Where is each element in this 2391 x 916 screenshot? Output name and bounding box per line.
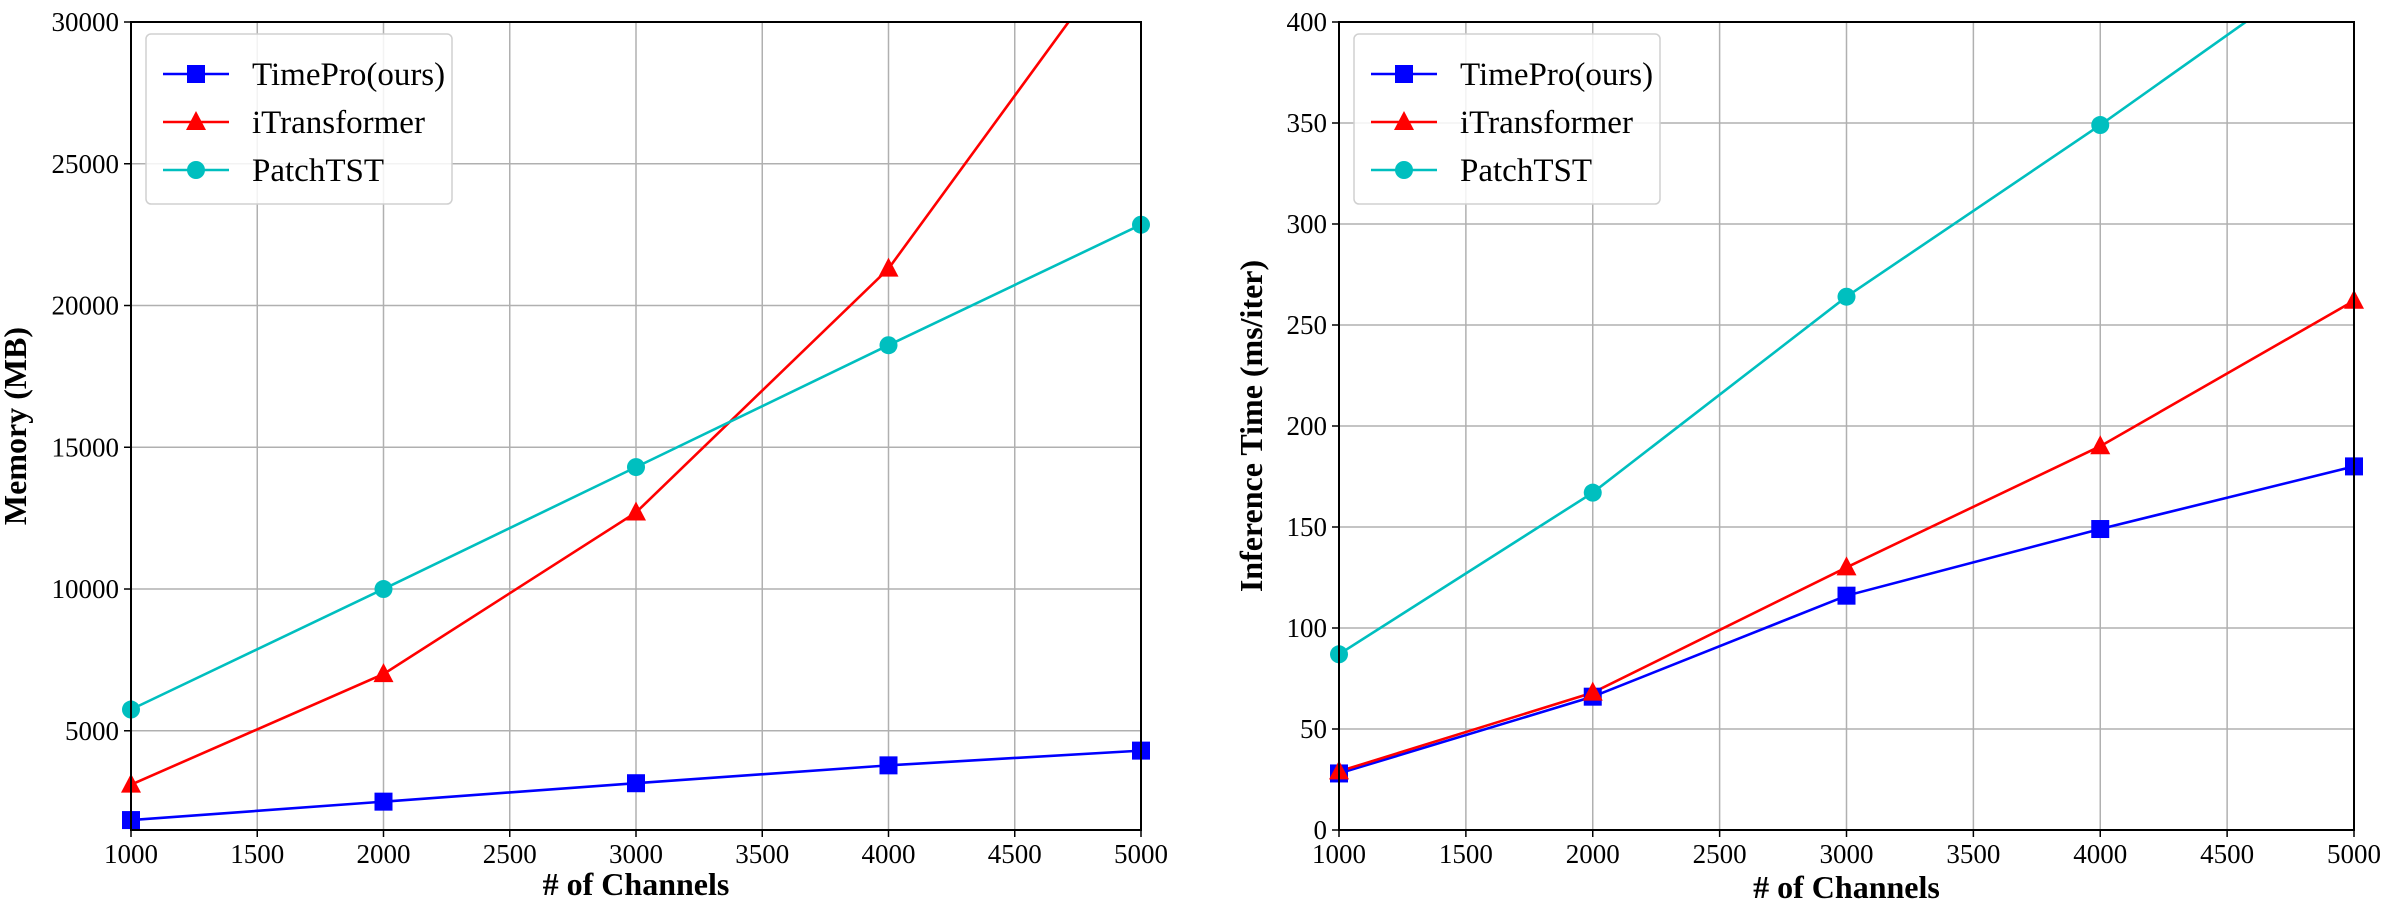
legend-label: iTransformer (1460, 105, 1633, 141)
y-tick-label: 300 (1287, 209, 1328, 239)
y-axis-label: Memory (MB) (0, 327, 33, 525)
data-point-3-3 (1837, 287, 1856, 306)
x-tick-label: 2000 (1566, 839, 1620, 869)
legend: TimePro(ours) iTransformer PatchTST (145, 33, 453, 205)
x-tick-label: 3000 (1820, 839, 1874, 869)
data-point-1-2 (374, 792, 393, 811)
x-tick-label: 4000 (2073, 839, 2127, 869)
legend-box (145, 33, 453, 205)
data-point-3-2 (374, 580, 393, 599)
x-tick-label: 3500 (735, 839, 789, 869)
data-point-3-4 (879, 336, 898, 355)
legend-marker (186, 111, 206, 130)
x-tick-label: 1000 (104, 839, 158, 869)
chart-panel-1: 1000 1500 2000 2500 3000 3500 4000 4500 5000 5000… (0, 7, 1168, 902)
legend-box (1353, 33, 1661, 205)
legend-label: PatchTST (1460, 153, 1592, 189)
data-point-2-2 (373, 663, 394, 683)
x-tick-label: 4500 (988, 839, 1042, 869)
x-axis-label: # of Channels (543, 866, 730, 902)
data-point-1-3 (1837, 586, 1856, 605)
data-point-3-4 (2091, 116, 2110, 135)
legend-marker (1394, 111, 1414, 130)
x-tick-label: 5000 (2327, 839, 2381, 869)
x-tick-label: 2500 (483, 839, 537, 869)
x-tick-label: 2500 (1693, 839, 1747, 869)
x-tick-label: 1500 (1439, 839, 1493, 869)
data-point-3-2 (1583, 483, 1602, 502)
legend-marker (187, 65, 205, 83)
legend-marker (187, 161, 205, 179)
x-tick-label: 5000 (1114, 839, 1168, 869)
y-tick-label: 5000 (65, 716, 119, 746)
y-tick-label: 10000 (52, 574, 120, 604)
x-tick-label: 3500 (1946, 839, 2000, 869)
data-point-2-3 (1836, 556, 1857, 576)
data-point-2-4 (2090, 435, 2111, 455)
data-point-1-4 (2091, 520, 2110, 539)
x-tick-label: 1500 (230, 839, 284, 869)
data-point-1-3 (627, 774, 645, 793)
legend-label: TimePro(ours) (1460, 57, 1653, 93)
data-point-2-3 (626, 501, 646, 521)
legend-label: TimePro(ours) (252, 57, 445, 93)
y-tick-label: 50 (1300, 714, 1327, 744)
data-point-2-2 (1582, 681, 1603, 701)
y-tick-label: 350 (1287, 108, 1328, 138)
y-tick-label: 150 (1287, 512, 1328, 542)
data-point-2-4 (878, 257, 899, 277)
x-axis-label: # of Channels (1753, 869, 1940, 905)
legend-marker (1395, 161, 1413, 179)
legend-label: iTransformer (252, 105, 425, 141)
legend: TimePro(ours) iTransformer PatchTST (1353, 33, 1661, 205)
x-tick-label: 1000 (1312, 839, 1366, 869)
x-tick-label: 2000 (357, 839, 411, 869)
markers (1329, 116, 2364, 783)
y-tick-label: 400 (1287, 7, 1328, 37)
x-tick-label: 4000 (862, 839, 916, 869)
y-tick-label: 200 (1287, 411, 1328, 441)
y-tick-label: 250 (1287, 310, 1328, 340)
y-tick-label: 0 (1314, 815, 1328, 845)
y-tick-label: 25000 (52, 149, 120, 179)
x-tick-label: 3000 (609, 839, 663, 869)
y-tick-label: 15000 (52, 432, 120, 462)
y-tick-label: 20000 (52, 291, 120, 321)
y-axis-label: Inference Time (ms/iter) (1233, 260, 1269, 592)
legend-marker (1395, 65, 1413, 83)
legend-label: PatchTST (252, 153, 384, 189)
x-tick-label: 4500 (2200, 839, 2254, 869)
y-tick-label: 100 (1287, 613, 1328, 643)
data-point-3-3 (627, 458, 645, 477)
chart-panel-2: 1000 1500 2000 2500 3000 3500 4000 4500 5000 0 50 1… (1233, 7, 2381, 905)
y-tick-label: 30000 (52, 7, 120, 37)
data-point-1-4 (879, 756, 898, 775)
